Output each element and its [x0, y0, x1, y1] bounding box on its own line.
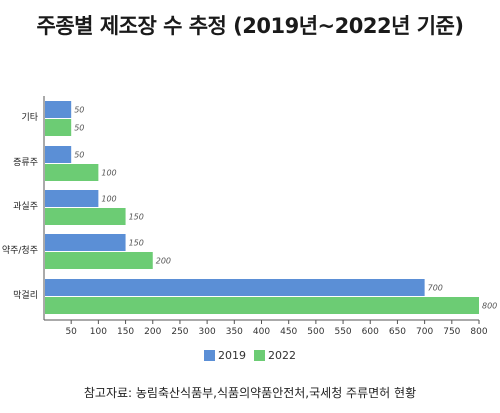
value-label: 700: [428, 284, 443, 293]
source-note: 참고자료: 농림축산식품부,식품의약품안전처,국세청 주류면허 현황: [83, 386, 417, 400]
x-tick-label: 500: [307, 327, 324, 337]
bar-2022-1: [45, 164, 99, 181]
chart-title: 주종별 제조장 수 추정 (2019년~2022년 기준): [36, 14, 464, 38]
bar-2019-0: [45, 101, 72, 118]
bar-2022-4: [45, 297, 479, 314]
category-label: 막걸리: [13, 290, 38, 301]
x-tick-label: 50: [65, 327, 77, 337]
x-tick-label: 300: [199, 327, 216, 337]
x-tick-label: 650: [389, 327, 406, 337]
x-tick-label: 550: [334, 327, 351, 337]
value-label: 150: [129, 239, 144, 248]
value-label: 100: [101, 169, 116, 178]
legend: 2019 2022: [0, 349, 500, 362]
x-tick-label: 700: [416, 327, 433, 337]
legend-swatch-2022: [254, 350, 265, 361]
x-tick-label: 350: [226, 327, 243, 337]
legend-label-2019: 2019: [218, 349, 246, 362]
x-tick-label: 800: [470, 327, 487, 337]
x-tick-label: 600: [362, 327, 379, 337]
bar-2019-1: [45, 146, 72, 163]
bar-2022-3: [45, 252, 153, 269]
legend-item-2019[interactable]: 2019: [204, 349, 246, 362]
x-tick-label: 250: [171, 327, 188, 337]
x-tick-label: 100: [90, 327, 107, 337]
bar-2019-2: [45, 190, 99, 207]
legend-label-2022: 2022: [268, 349, 296, 362]
x-tick-label: 450: [280, 327, 297, 337]
bar-2022-2: [45, 208, 126, 225]
category-label: 과실주: [13, 201, 38, 212]
bar-2019-4: [45, 279, 425, 296]
value-label: 800: [482, 302, 497, 311]
value-label: 150: [129, 213, 144, 222]
value-label: 100: [101, 195, 116, 204]
x-tick-label: 200: [144, 327, 161, 337]
x-tick-label: 150: [117, 327, 134, 337]
bar-2022-0: [45, 119, 72, 136]
bar-2019-3: [45, 234, 126, 251]
x-tick-label: 750: [443, 327, 460, 337]
legend-swatch-2019: [204, 350, 215, 361]
category-label: 약주/청주: [2, 244, 38, 256]
value-label: 200: [156, 257, 171, 266]
value-label: 50: [74, 151, 84, 160]
value-label: 50: [74, 124, 84, 133]
category-label: 증류주: [13, 157, 38, 168]
plot-area: 50 100 150 200 250 300 350 400 450 500 550 600 650 70…: [2, 96, 497, 337]
value-label: 50: [74, 106, 84, 115]
legend-item-2022[interactable]: 2022: [254, 349, 296, 362]
category-label: 기타: [21, 112, 38, 123]
x-tick-label: 400: [253, 327, 270, 337]
